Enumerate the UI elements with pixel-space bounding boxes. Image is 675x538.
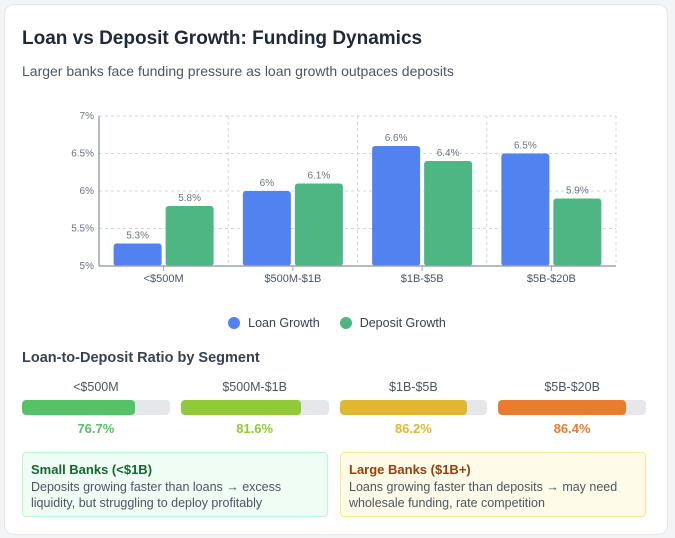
note-text: Deposits growing faster than loans → exc… (31, 480, 282, 510)
segment-label: $500M-$1B (222, 380, 287, 394)
ltd-bar-fill (339, 400, 467, 415)
bar-deposit (294, 183, 343, 266)
ltd-value: 86.4% (553, 421, 591, 436)
legend-swatch (228, 317, 241, 329)
bar-deposit (553, 198, 602, 266)
bar-chart: 5% 5.5% 6% 6.5% 7% <$500M 5.3% 5.8% $500M-$1B 6% 6… (71, 111, 617, 285)
segment-label: $1B-$5B (389, 380, 438, 394)
x-tick-label: $5B-$20B (527, 273, 576, 285)
small-banks-note: Small Banks (<$1B) Deposits growing faste… (22, 452, 328, 517)
y-tick-label: 5% (80, 261, 95, 272)
ltd-bar-track (22, 400, 170, 415)
legend-label: Deposit Growth (359, 316, 446, 330)
note-title: Large Banks ($1B+) (349, 462, 471, 477)
data-label: 5.3% (126, 231, 149, 242)
note-title: Small Banks (<$1B) (31, 462, 153, 477)
bar-loan (501, 153, 550, 266)
data-label: 6.4% (437, 148, 460, 159)
note-text: Loans growing faster than deposits → may… (349, 480, 618, 510)
y-tick-label: 6.5% (71, 149, 94, 160)
ltd-value: 86.2% (394, 421, 432, 436)
legend: Loan Growth Deposit Growth (5, 316, 669, 330)
bar-loan (113, 243, 162, 266)
ltd-bar-track (498, 400, 646, 415)
segment-label: $5B-$20B (544, 380, 600, 394)
ltd-value: 76.7% (77, 421, 115, 436)
data-label: 6.6% (385, 133, 408, 144)
data-label: 6.1% (307, 171, 330, 182)
ltd-segment: $1B-$5B 86.2% (339, 380, 488, 436)
bar-deposit (424, 161, 473, 266)
y-tick-label: 7% (80, 111, 95, 122)
bar-loan (242, 191, 291, 266)
segment-label: <$500M (73, 380, 119, 394)
x-tick-label: $1B-$5B (401, 273, 444, 285)
large-banks-note: Large Banks ($1B+) Loans growing faster t… (340, 452, 646, 517)
data-label: 6.5% (514, 141, 537, 152)
chart-title: Loan vs Deposit Growth: Funding Dynamics (22, 28, 423, 49)
data-label: 6% (260, 178, 275, 189)
y-tick-label: 5.5% (71, 224, 94, 235)
ltd-bar-fill (498, 400, 626, 415)
ltd-bar-fill (180, 400, 302, 415)
ltd-bar-fill (22, 400, 136, 415)
bar-loan (372, 146, 421, 266)
ltd-bar-track (180, 400, 329, 415)
ltd-segments: <$500M 76.7% $500M-$1B 81.6% $1B-$5B 86.2% $5B… (22, 380, 646, 436)
chart-subtitle: Larger banks face funding pressure as lo… (22, 63, 454, 79)
x-tick-label: <$500M (144, 273, 184, 285)
ltd-segment: $5B-$20B 86.4% (498, 380, 646, 436)
ltd-segment: $500M-$1B 81.6% (180, 380, 329, 436)
legend-loan-growth[interactable]: Loan Growth (228, 316, 320, 330)
x-tick-label: $500M-$1B (264, 273, 321, 285)
bar-deposit (165, 206, 214, 266)
ltd-bar-track (339, 400, 488, 415)
ltd-title: Loan-to-Deposit Ratio by Segment (22, 350, 260, 366)
ltd-value: 81.6% (236, 421, 274, 436)
ltd-segment: <$500M 76.7% (22, 380, 170, 436)
y-tick-label: 6% (80, 186, 95, 197)
legend-deposit-growth[interactable]: Deposit Growth (339, 316, 446, 330)
legend-swatch (339, 317, 352, 329)
chart-card: Loan vs Deposit Growth: Funding Dynamics… (4, 4, 668, 535)
data-label: 5.8% (178, 193, 201, 204)
legend-label: Loan Growth (248, 316, 320, 330)
data-label: 5.9% (566, 186, 589, 197)
